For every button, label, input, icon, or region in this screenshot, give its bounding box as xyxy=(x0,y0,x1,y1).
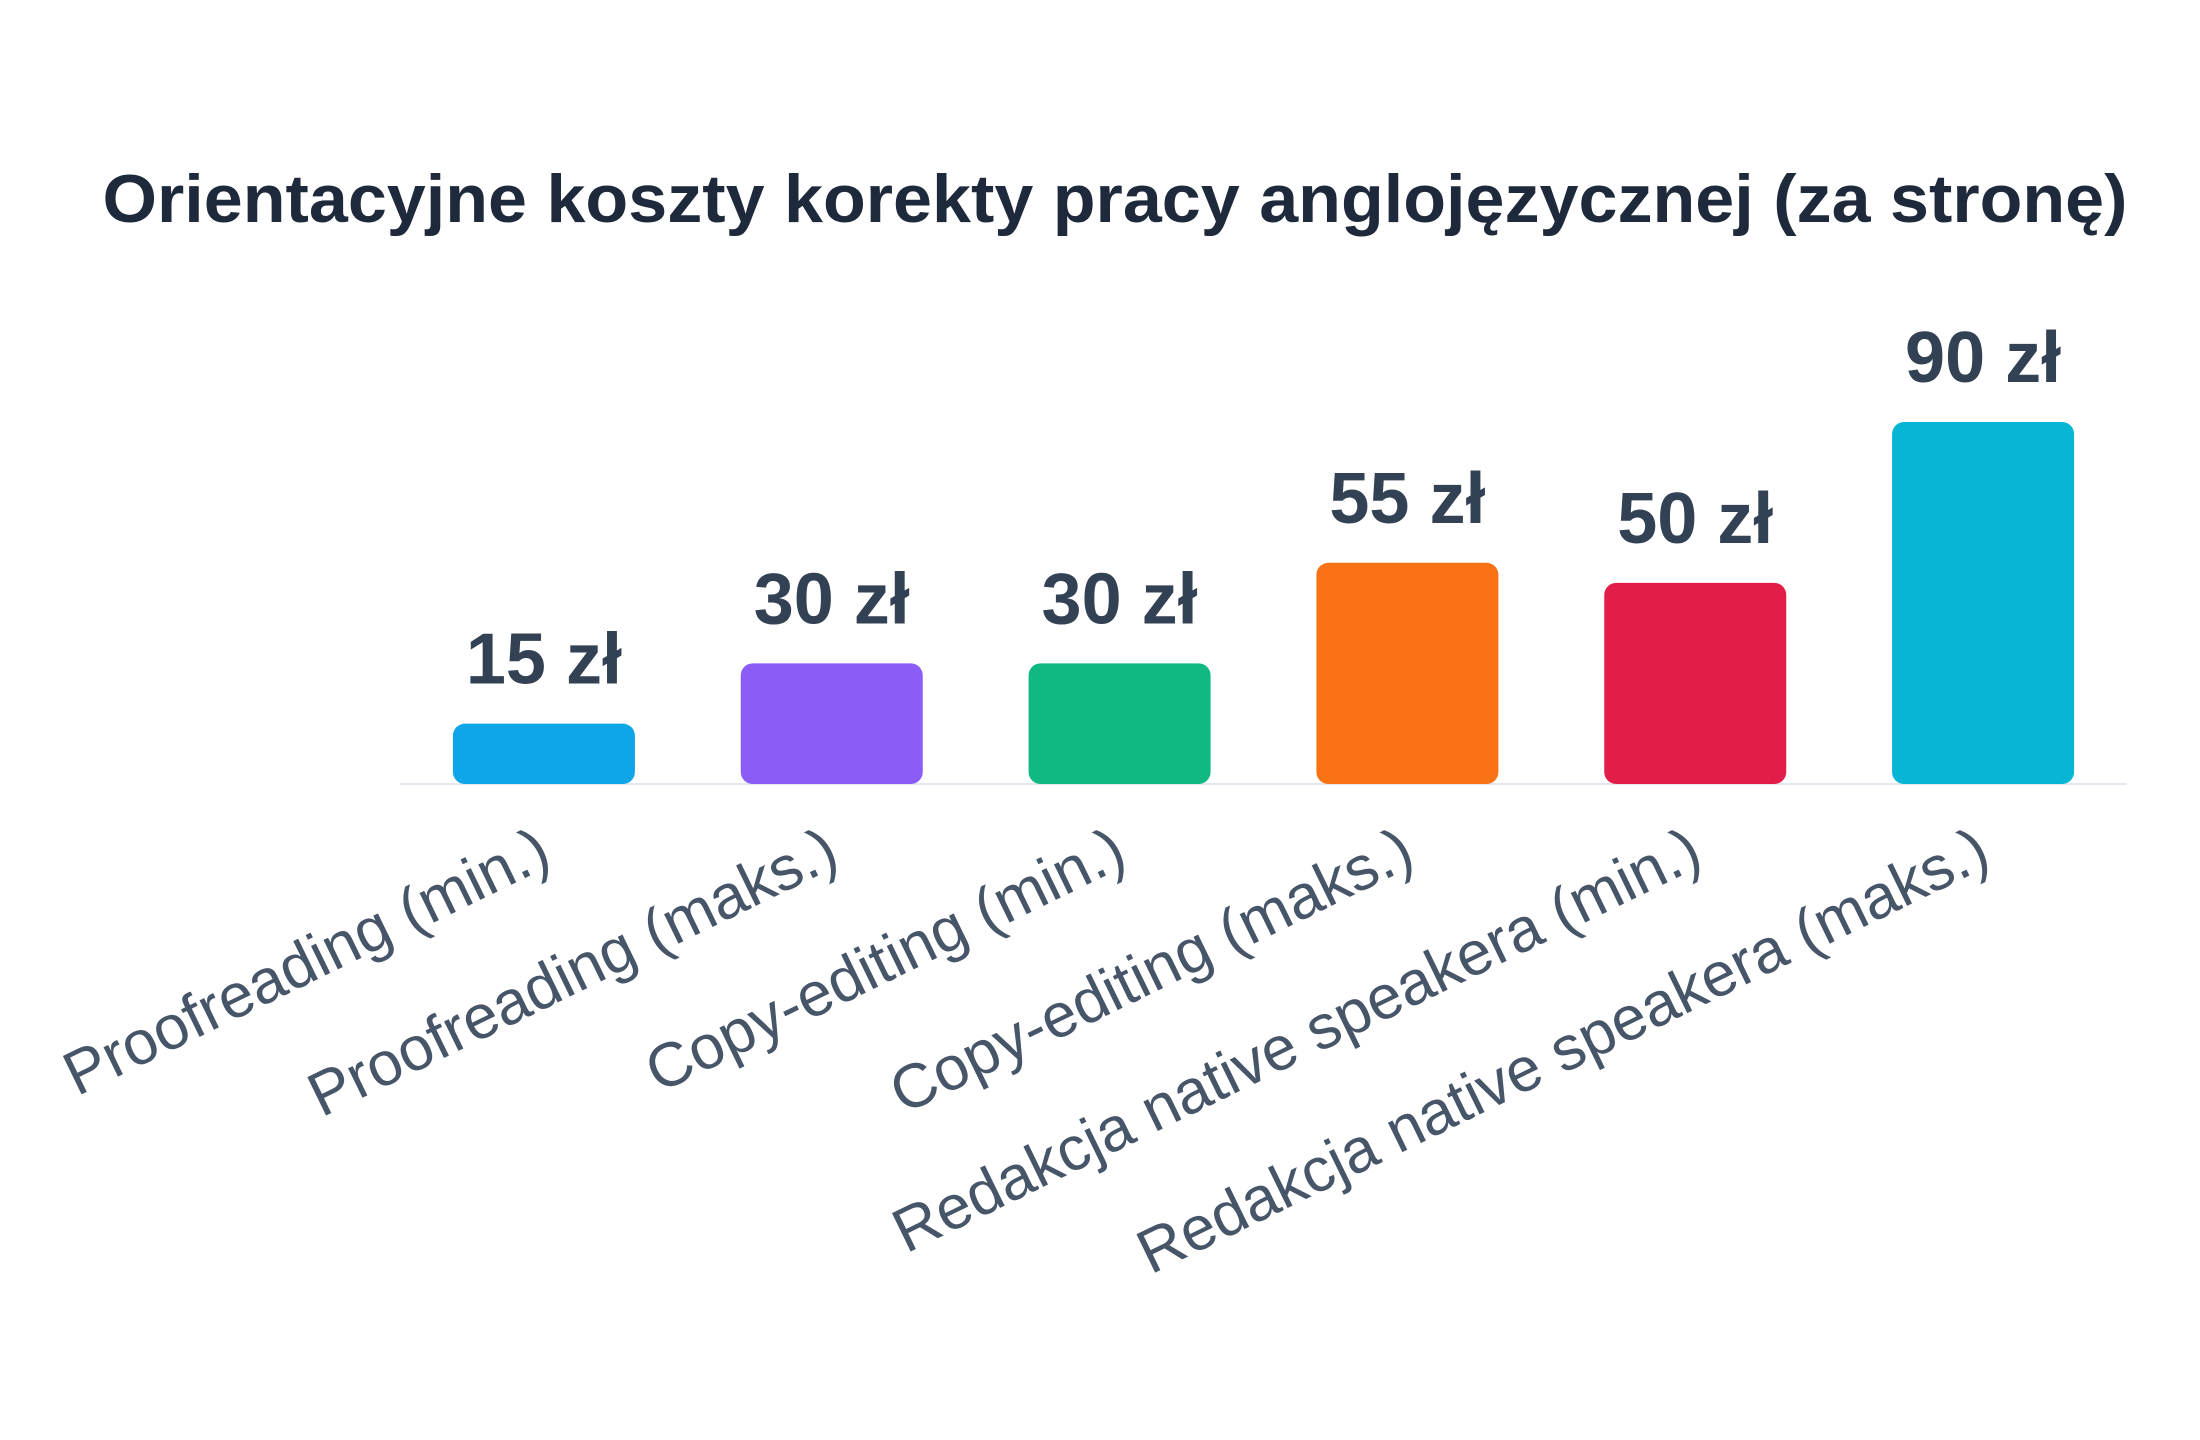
chart-title: Orientacyjne koszty korekty pracy angloj… xyxy=(103,161,2128,237)
bar xyxy=(1604,582,1787,784)
bar xyxy=(1892,422,2075,784)
bar xyxy=(1316,562,1499,784)
value-label: 30 zł xyxy=(754,559,910,639)
value-label: 90 zł xyxy=(1905,318,2061,398)
value-label: 30 zł xyxy=(1042,559,1198,639)
value-label: 50 zł xyxy=(1617,479,1773,559)
bar xyxy=(740,663,923,784)
x-tick-label: Proofreading (maks.) xyxy=(297,815,848,1131)
bar xyxy=(452,723,635,784)
bar xyxy=(1028,663,1211,784)
value-label: 15 zł xyxy=(466,620,622,700)
value-label: 55 zł xyxy=(1329,459,1485,539)
